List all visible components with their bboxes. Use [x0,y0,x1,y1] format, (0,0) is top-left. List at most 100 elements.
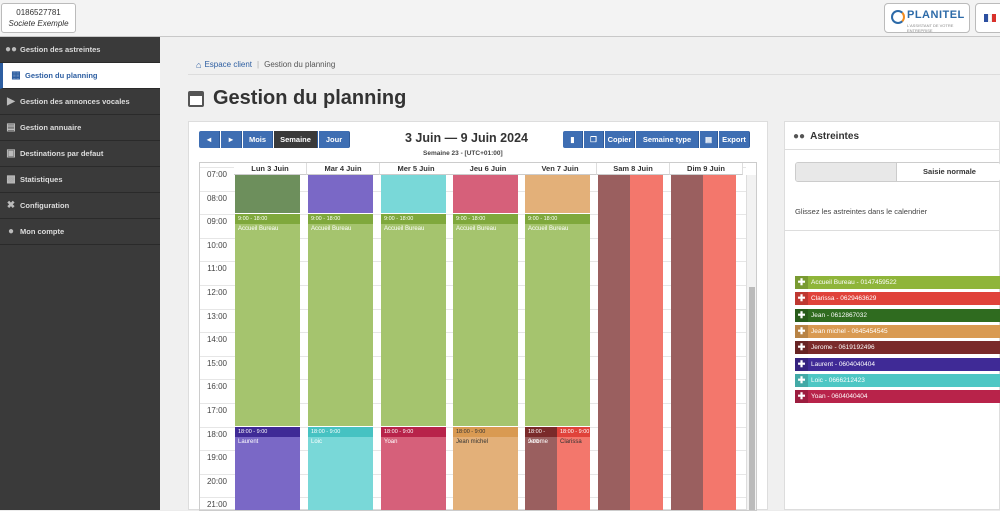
main-content: ⌂ Espace client | Gestion du planning Ge… [160,37,1000,511]
day-header: Lun 3 Juin [234,163,307,175]
weekend-event[interactable] [703,175,736,510]
drag-handle-icon[interactable]: ✚ [795,308,808,322]
sidebar-item-compte[interactable]: ● Mon compte [0,219,160,245]
export-button[interactable]: Export [719,131,750,148]
event-time: 9:00 - 18:00 [235,214,300,225]
language-flag-icon[interactable] [975,3,1000,33]
user-icon: ● [7,226,15,237]
astreinte-chip[interactable]: ✚ Jerome - 0619192496 [795,341,1000,355]
drag-handle-icon[interactable]: ✚ [795,341,808,355]
export-icon-button[interactable]: ▤ [700,131,718,148]
day-header: Mar 4 Juin [307,163,380,175]
astreinte-chip[interactable]: ✚ Accueil Bureau - 0147459522 [795,276,1000,289]
astreinte-chip[interactable]: ✚ Laurent - 0604040404 [795,357,1000,371]
event-title: Loic [311,438,323,445]
day-event[interactable]: 9:00 - 18:00 Accueil Bureau [235,214,300,426]
astreinte-chip[interactable]: ✚ Jean michel - 0645454545 [795,324,1000,338]
sidebar-item-label: Statistiques [20,175,63,184]
night-event[interactable]: 18:00 - 9:00 Loic [308,426,373,510]
week-title: 3 Juin — 9 Juin 2024 [405,131,528,145]
mode-toggle[interactable]: Saisie normale [795,162,1000,182]
breadcrumb-current: Gestion du planning [264,60,336,69]
calendar-icon: ▦ [11,70,21,81]
drag-handle-icon[interactable]: ✚ [795,357,808,371]
astreinte-chip[interactable]: ✚ Jean - 0612867032 [795,308,1000,322]
night-event[interactable]: 18:00 - 9:00 Laurent [235,426,300,510]
month-view-button[interactable]: Mois [243,131,273,148]
sidebar-item-planning[interactable]: ▦ Gestion du planning [0,63,160,89]
hour-label: 13:00 [206,311,228,321]
astreinte-chip[interactable]: ✚ Yoan - 0604040404 [795,390,1000,404]
night-event[interactable]: 18:00 - 9:00 Clarissa [557,426,590,510]
copy-button[interactable]: Copier [605,131,635,148]
event-time: 9:00 - 18:00 [453,214,518,225]
morning-event[interactable] [308,175,373,214]
morning-event[interactable] [525,175,590,214]
drag-handle-icon[interactable]: ✚ [795,390,808,404]
mode-toggle-off[interactable] [796,163,896,181]
astreinte-chip[interactable]: ✚ Clarissa - 0629463629 [795,292,1000,306]
breadcrumb-home-link[interactable]: Espace client [204,60,253,69]
weekend-event[interactable] [671,175,703,510]
prev-button[interactable]: ◄ [199,131,220,148]
drag-handle-icon[interactable]: ✚ [795,276,808,289]
hour-label: 16:00 [206,382,228,392]
calendar-icon [188,90,204,107]
copy-icon-button[interactable]: ❐ [584,131,604,148]
divider [785,230,1000,231]
sidebar-item-label: Mon compte [20,227,65,236]
week-view-button[interactable]: Semaine [274,131,318,148]
astreinte-chip[interactable]: ✚ Loic - 0666212423 [795,373,1000,387]
drag-handle-icon[interactable]: ✚ [795,324,808,338]
day-event[interactable]: 9:00 - 18:00 Accueil Bureau [381,214,446,426]
sidebar-item-label: Gestion annuaire [20,123,82,132]
hour-label: 10:00 [206,240,228,250]
top-bar: 0186527781 Societe Exemple PLANITEL L'AS… [0,0,1000,37]
weekend-event[interactable] [630,175,663,510]
users-icon: ●● [793,131,806,142]
home-icon: ⌂ [196,59,202,70]
day-event[interactable]: 9:00 - 18:00 Accueil Bureau [308,214,373,426]
calendar-grid: 07:00 08:00 09:00 10:00 11:00 12:00 13:00 14:00… [199,162,757,511]
sidebar-item-statistiques[interactable]: ▩ Statistiques [0,167,160,193]
day-event[interactable]: 9:00 - 18:00 Accueil Bureau [453,214,518,426]
mode-toggle-label[interactable]: Saisie normale [896,163,1000,181]
event-title: Yoan [384,438,398,445]
drag-handle-icon[interactable]: ✚ [795,373,808,387]
hour-label: 21:00 [206,500,228,510]
drag-handle-icon[interactable]: ✚ [795,292,808,306]
week-type-button[interactable]: Semaine type [636,131,699,148]
event-title: Laurent [238,438,259,445]
sidebar-item-annuaire[interactable]: ▤ Gestion annuaire [0,115,160,141]
night-event[interactable]: 18:00 - 9:00 Jerome [525,426,557,510]
night-event[interactable]: 18:00 - 9:00 Jean michel [453,426,518,510]
speaker-icon: ▶ [7,96,15,107]
hour-label: 11:00 [207,264,227,274]
users-icon: ●● [4,44,18,55]
hour-label: 20:00 [206,476,228,486]
day-view-button[interactable]: Jour [319,131,350,148]
morning-event[interactable] [381,175,446,214]
morning-event[interactable] [453,175,518,214]
calendar-scrollbar[interactable] [746,175,756,510]
scrollbar-thumb[interactable] [749,287,755,510]
day-event[interactable]: 9:00 - 18:00 Accueil Bureau [525,214,590,426]
night-event[interactable]: 18:00 - 9:00 Yoan [381,426,446,510]
sidebar-item-annonces[interactable]: ▶ Gestion des annonces vocales [0,89,160,115]
breadcrumb: ⌂ Espace client | Gestion du planning [188,55,1000,75]
sidebar-item-configuration[interactable]: ✖ Configuration [0,193,160,219]
sidebar-item-astreintes[interactable]: ●● Gestion des astreintes [0,37,160,63]
account-box[interactable]: 0186527781 Societe Exemple [1,3,76,33]
morning-event[interactable] [235,175,300,214]
document-icon: ▤ [704,135,713,144]
event-title: Accueil Bureau [384,226,425,233]
day-header: Jeu 6 Juin [452,163,525,175]
day-header: Dim 9 Juin [670,163,743,175]
weekend-event[interactable] [598,175,630,510]
delete-button[interactable]: ▮ [563,131,583,148]
sidebar-item-destinations[interactable]: ▣ Destinations par defaut [0,141,160,167]
hour-label: 17:00 [206,406,228,415]
next-button[interactable]: ► [221,131,242,148]
copy-icon: ❐ [590,135,597,144]
brand-logo[interactable]: PLANITEL L'ASSISTANT DE VOTRE ENTREPRISE [884,3,970,33]
